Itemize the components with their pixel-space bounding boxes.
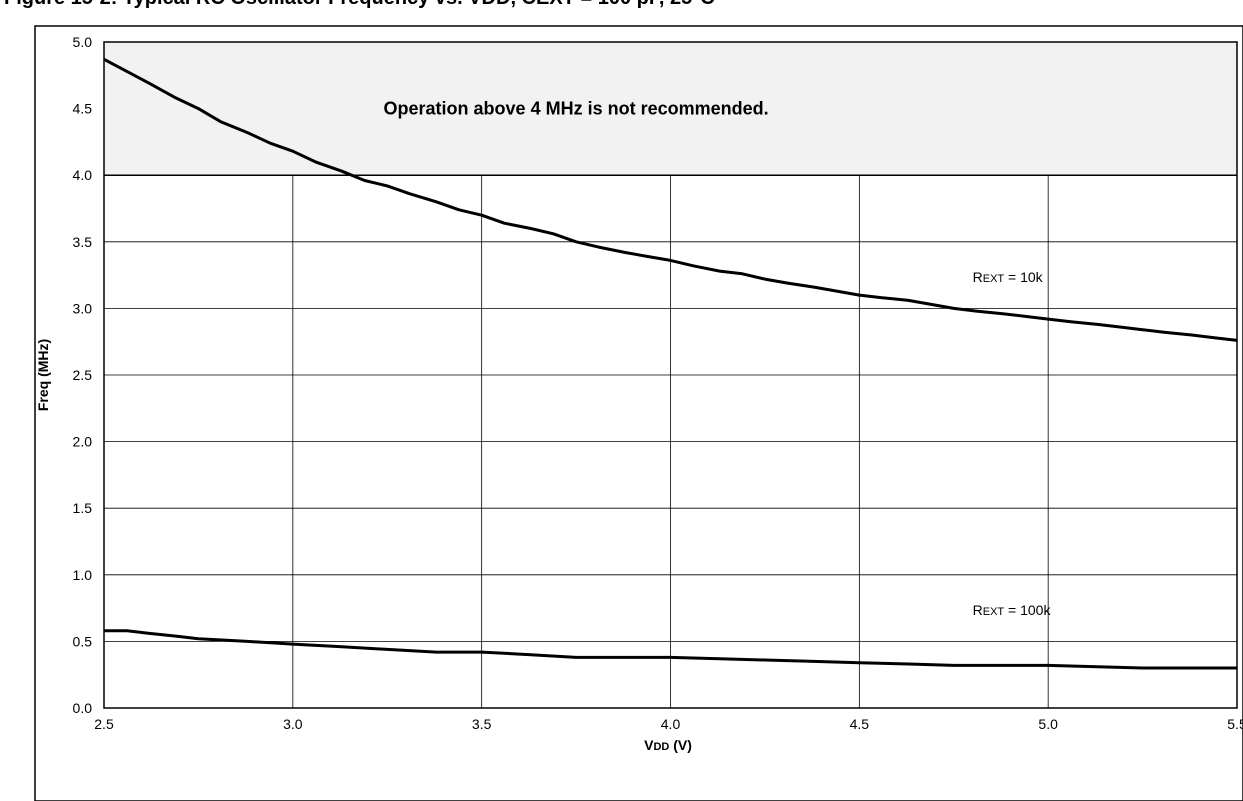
y-tick-label: 4.5 (73, 101, 93, 117)
y-tick-label: 0.5 (73, 633, 93, 649)
series-label-sub: EXT (983, 606, 1005, 618)
tick-labels: 2.5 3.0 3.5 4.0 4.5 5.0 5.5 0.0 0.5 1.0 1.5 2.0 2.5 3… (73, 34, 1243, 732)
y-tick-label: 3.5 (73, 234, 93, 250)
series-label-2: REXT = 100k (973, 602, 1052, 618)
x-axis-title: VDD (V) (644, 737, 692, 753)
x-axis-title-sub: DD (653, 741, 669, 753)
y-tick-label: 1.0 (73, 567, 93, 583)
x-axis-title-main: V (644, 737, 654, 753)
gridlines (104, 174, 1237, 708)
series-label-main: R (973, 269, 983, 285)
caption-text: Figure 15-2: Typical RC Oscillator Frequ… (4, 0, 715, 10)
x-tick-label: 4.5 (850, 716, 870, 732)
figure-caption: Figure 15-2: Typical RC Oscillator Frequ… (0, 0, 1243, 26)
y-tick-label: 5.0 (73, 34, 93, 50)
series-label-rest: = 10k (1004, 269, 1044, 285)
x-tick-label: 5.0 (1038, 716, 1058, 732)
not-recommended-region (104, 42, 1237, 176)
series-line-1 (103, 57, 1238, 342)
series-label-main: R (973, 602, 983, 618)
x-tick-label: 3.5 (472, 716, 492, 732)
x-axis-title-unit: (V) (669, 737, 692, 753)
x-tick-label: 2.5 (94, 716, 114, 732)
y-tick-label: 2.5 (73, 367, 93, 383)
not-recommended-annotation: Operation above 4 MHz is not recommended… (384, 99, 769, 119)
series-label-sub: EXT (983, 273, 1005, 285)
y-axis-title: Freq (MHz) (35, 339, 51, 411)
series-label-rest: = 100k (1004, 602, 1051, 618)
series-lines (103, 57, 1238, 670)
series-line-2 (104, 629, 1237, 670)
y-tick-label: 4.0 (73, 167, 93, 183)
series-label-1: REXT = 10k (973, 269, 1044, 285)
y-tick-label: 2.0 (73, 434, 93, 450)
x-tick-label: 5.5 (1227, 716, 1243, 732)
y-tick-label: 1.5 (73, 500, 93, 516)
x-tick-label: 3.0 (283, 716, 303, 732)
plot-frame (103, 41, 1238, 709)
y-tick-label: 3.0 (73, 300, 93, 316)
y-tick-label: 0.0 (73, 700, 93, 716)
x-tick-label: 4.0 (661, 716, 681, 732)
